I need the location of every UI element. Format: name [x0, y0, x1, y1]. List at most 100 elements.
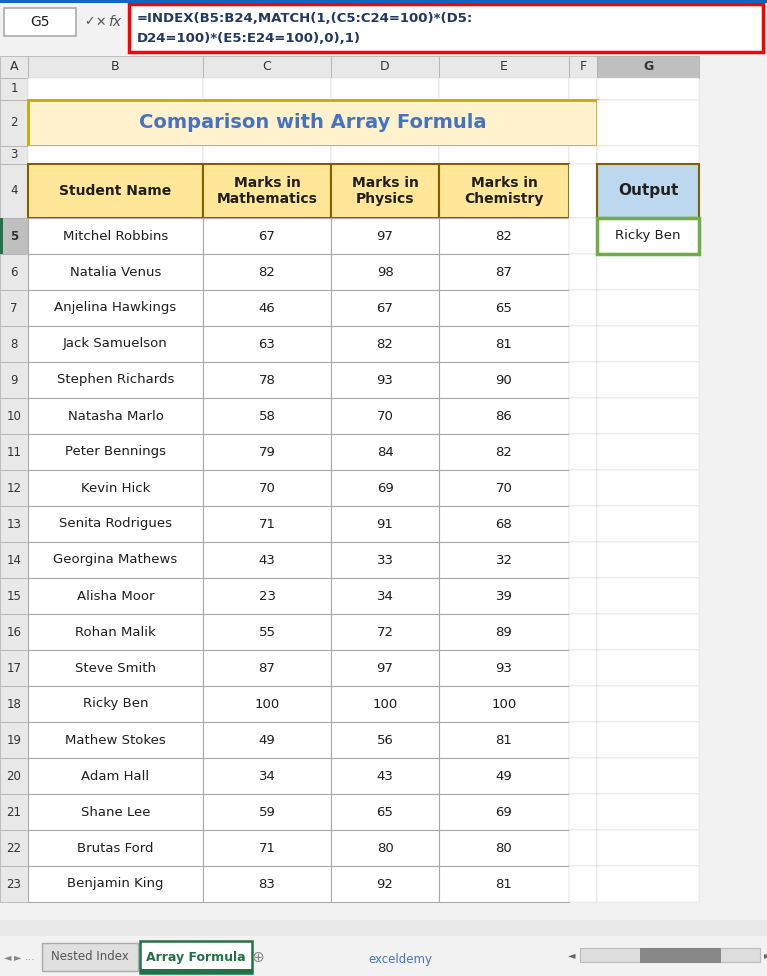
- Bar: [439, 794, 569, 830]
- Bar: [439, 164, 569, 218]
- Bar: [0, 830, 28, 866]
- Text: ◄: ◄: [568, 950, 576, 960]
- Bar: [331, 542, 439, 578]
- Text: 6: 6: [10, 265, 18, 278]
- Bar: [597, 686, 699, 722]
- Bar: [0, 722, 28, 758]
- Bar: [0, 506, 28, 542]
- Text: Alisha Moor: Alisha Moor: [77, 590, 154, 602]
- Text: 69: 69: [377, 481, 393, 495]
- Text: Mathew Stokes: Mathew Stokes: [65, 734, 166, 747]
- Bar: [569, 722, 597, 758]
- Text: 16: 16: [6, 626, 21, 638]
- Text: 10: 10: [7, 410, 21, 423]
- Bar: [0, 866, 28, 902]
- Bar: [597, 650, 699, 686]
- Text: F: F: [579, 61, 587, 73]
- Text: Marks in
Chemistry: Marks in Chemistry: [464, 176, 544, 206]
- Text: 81: 81: [495, 734, 512, 747]
- Text: 34: 34: [258, 769, 275, 783]
- Text: 78: 78: [258, 374, 275, 386]
- Bar: [331, 362, 439, 398]
- Bar: [28, 362, 203, 398]
- Text: 12: 12: [6, 481, 21, 495]
- Text: 98: 98: [377, 265, 393, 278]
- Text: Brutas Ford: Brutas Ford: [77, 841, 153, 855]
- Text: 5: 5: [10, 229, 18, 242]
- Bar: [331, 794, 439, 830]
- Bar: [331, 866, 439, 902]
- Text: Benjamin King: Benjamin King: [67, 877, 163, 890]
- Text: 91: 91: [377, 517, 393, 531]
- Text: 8: 8: [10, 338, 18, 350]
- Bar: [569, 866, 597, 902]
- Bar: [331, 326, 439, 362]
- Text: 71: 71: [258, 517, 275, 531]
- Bar: [597, 794, 699, 830]
- Text: Output: Output: [617, 183, 678, 198]
- Bar: [439, 146, 569, 164]
- Text: Student Name: Student Name: [59, 184, 172, 198]
- Bar: [203, 722, 331, 758]
- Text: Mitchel Robbins: Mitchel Robbins: [63, 229, 168, 242]
- Bar: [597, 542, 699, 578]
- Bar: [439, 542, 569, 578]
- Bar: [0, 218, 28, 254]
- Bar: [439, 218, 569, 254]
- Bar: [140, 969, 252, 973]
- Bar: [0, 146, 28, 164]
- Bar: [597, 758, 699, 794]
- Text: Ricky Ben: Ricky Ben: [615, 229, 681, 242]
- Bar: [0, 470, 28, 506]
- Text: Senita Rodrigues: Senita Rodrigues: [59, 517, 172, 531]
- Bar: [439, 398, 569, 434]
- Bar: [439, 686, 569, 722]
- Text: 15: 15: [7, 590, 21, 602]
- Text: 87: 87: [258, 662, 275, 674]
- Bar: [439, 758, 569, 794]
- Bar: [569, 830, 597, 866]
- Bar: [569, 434, 597, 470]
- Bar: [569, 542, 597, 578]
- Bar: [597, 578, 699, 614]
- Text: ►: ►: [764, 950, 767, 960]
- Text: 49: 49: [258, 734, 275, 747]
- Text: 33: 33: [377, 553, 393, 566]
- Bar: [331, 218, 439, 254]
- Text: Jack Samuelson: Jack Samuelson: [63, 338, 168, 350]
- Text: Ricky Ben: Ricky Ben: [83, 698, 148, 711]
- Text: A: A: [10, 61, 18, 73]
- Bar: [439, 434, 569, 470]
- Text: 68: 68: [495, 517, 512, 531]
- Text: Marks in
Mathematics: Marks in Mathematics: [216, 176, 318, 206]
- Text: 87: 87: [495, 265, 512, 278]
- Text: ✕: ✕: [96, 16, 107, 28]
- Bar: [569, 146, 597, 164]
- Bar: [331, 506, 439, 542]
- Bar: [28, 506, 203, 542]
- Bar: [569, 290, 597, 326]
- Text: ...: ...: [25, 952, 35, 962]
- Bar: [203, 542, 331, 578]
- Text: 65: 65: [377, 805, 393, 819]
- Text: 49: 49: [495, 769, 512, 783]
- Bar: [203, 254, 331, 290]
- Text: E: E: [500, 61, 508, 73]
- Text: 97: 97: [377, 229, 393, 242]
- Bar: [569, 218, 597, 254]
- Bar: [331, 650, 439, 686]
- Bar: [28, 146, 203, 164]
- Text: 71: 71: [258, 841, 275, 855]
- Text: 80: 80: [495, 841, 512, 855]
- Text: 20: 20: [7, 769, 21, 783]
- Bar: [331, 164, 439, 218]
- Bar: [28, 578, 203, 614]
- Text: 3: 3: [10, 148, 18, 161]
- Text: 82: 82: [495, 229, 512, 242]
- Bar: [28, 686, 203, 722]
- Bar: [439, 578, 569, 614]
- Bar: [0, 100, 28, 146]
- Bar: [28, 866, 203, 902]
- Bar: [569, 398, 597, 434]
- Bar: [439, 506, 569, 542]
